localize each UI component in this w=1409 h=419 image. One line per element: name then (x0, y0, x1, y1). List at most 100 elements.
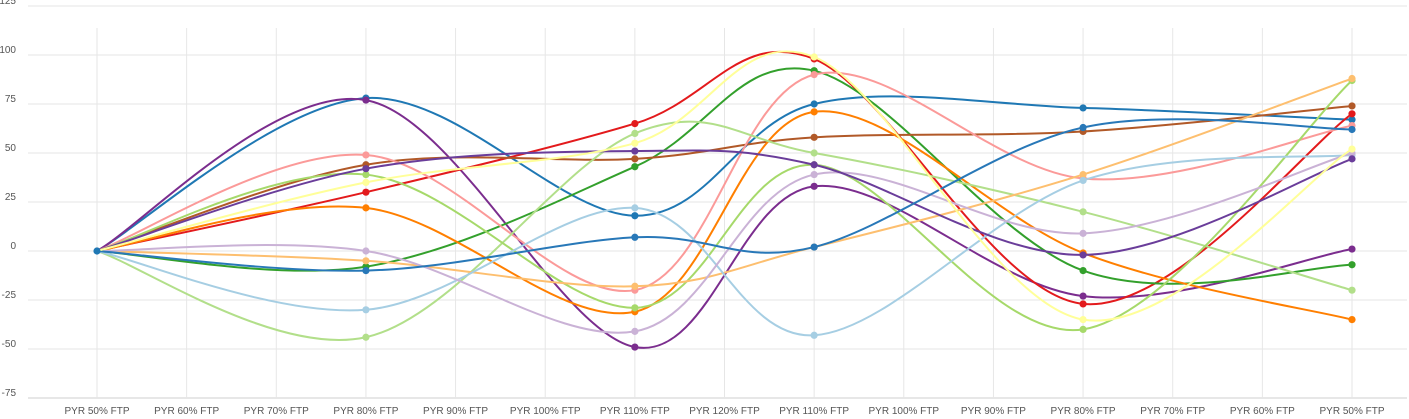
data-point (362, 306, 370, 314)
series-14 (96, 50, 1356, 324)
series-line (96, 50, 1353, 322)
x-tick-label: PYR 70% FTP (244, 406, 309, 417)
series-line (96, 118, 1353, 272)
data-point (631, 163, 639, 171)
x-tick-label: PYR 50% FTP (1319, 406, 1384, 417)
data-point (1079, 104, 1087, 112)
x-tick-label: PYR 110% FTP (779, 406, 849, 417)
grid (28, 5, 1407, 399)
data-point (631, 233, 639, 241)
data-point (1079, 123, 1087, 132)
y-tick-label: -75 (2, 388, 17, 399)
series-11 (96, 149, 1356, 335)
data-point (1079, 176, 1087, 185)
x-tick-label: PYR 70% FTP (1140, 406, 1205, 417)
x-tick-label: PYR 100% FTP (868, 406, 939, 417)
data-point (1348, 116, 1356, 124)
data-point (1348, 316, 1356, 324)
series-1 (96, 96, 1356, 351)
data-point (362, 204, 370, 212)
data-point (631, 204, 639, 212)
y-tick-label: 25 (5, 192, 17, 203)
data-point (362, 257, 370, 265)
data-point (1079, 300, 1087, 308)
data-point (631, 304, 639, 312)
x-tick-label: PYR 80% FTP (333, 406, 398, 417)
data-point (1348, 74, 1356, 83)
data-point (1079, 229, 1087, 237)
data-point (631, 139, 639, 147)
series-line (96, 50, 1353, 305)
data-point (631, 129, 639, 137)
series-line (96, 95, 1353, 252)
data-point (810, 133, 818, 141)
data-point (631, 282, 639, 290)
x-tick-label: PYR 50% FTP (64, 406, 129, 417)
data-point (362, 96, 370, 104)
y-tick-label: 50 (5, 143, 17, 154)
data-point (1079, 316, 1087, 324)
data-point (810, 71, 818, 79)
data-point (810, 149, 818, 157)
data-point (631, 155, 639, 163)
y-tick-label: 125 (0, 0, 16, 7)
series-line (96, 153, 1353, 337)
y-tick-label: 100 (0, 45, 16, 56)
y-tick-label: -50 (2, 339, 17, 350)
data-point (810, 331, 818, 339)
data-point (1348, 110, 1356, 118)
data-point (362, 188, 370, 196)
series-line (96, 110, 1353, 321)
x-tick-label: PYR 90% FTP (423, 406, 488, 417)
x-tick-label: PYR 100% FTP (510, 406, 581, 417)
y-tick-label: -25 (2, 290, 17, 301)
series-group (93, 50, 1356, 351)
y-axis-ticks: -75 -50 -25 0 25 50 75 100 125 (0, 0, 16, 399)
x-tick-label: PYR 80% FTP (1051, 406, 1116, 417)
series-line (96, 152, 1353, 334)
data-point (631, 147, 639, 155)
series-12 (96, 147, 1356, 259)
data-point (631, 327, 639, 335)
data-point (810, 100, 818, 108)
data-point (1348, 155, 1356, 163)
data-point (1079, 325, 1087, 333)
data-point (362, 170, 370, 179)
data-point (810, 53, 818, 61)
series-line (96, 149, 1353, 256)
data-point (362, 151, 370, 159)
data-point (1348, 145, 1356, 153)
series-7 (96, 120, 1356, 341)
data-point (1348, 125, 1356, 134)
data-point (1348, 102, 1356, 110)
data-point (631, 212, 639, 220)
series-10 (96, 151, 1356, 339)
data-point (1079, 170, 1087, 179)
data-point (1348, 245, 1356, 253)
data-point (810, 182, 818, 190)
data-point (810, 108, 818, 116)
x-tick-label: PYR 120% FTP (689, 406, 760, 417)
data-point (810, 161, 818, 169)
series-13 (96, 118, 1356, 275)
y-tick-label: 0 (10, 241, 16, 252)
data-point (362, 178, 370, 186)
data-point (1079, 208, 1087, 216)
data-point (631, 120, 639, 128)
data-point (362, 247, 370, 255)
data-point (810, 243, 818, 251)
x-tick-label: PYR 60% FTP (154, 406, 219, 417)
x-axis-ticks: PYR 50% FTP PYR 60% FTP PYR 70% FTP PYR 80%… (64, 406, 1384, 417)
series-line (96, 77, 1353, 288)
data-point (1348, 261, 1356, 269)
series-line (96, 71, 1353, 293)
series-5 (96, 108, 1356, 324)
data-point (1079, 267, 1087, 275)
data-point (362, 333, 370, 341)
x-tick-label: PYR 60% FTP (1230, 406, 1295, 417)
x-tick-label: PYR 90% FTP (961, 406, 1026, 417)
series-line (96, 120, 1353, 341)
y-tick-label: 75 (5, 94, 17, 105)
x-tick-label: PYR 110% FTP (600, 406, 670, 417)
